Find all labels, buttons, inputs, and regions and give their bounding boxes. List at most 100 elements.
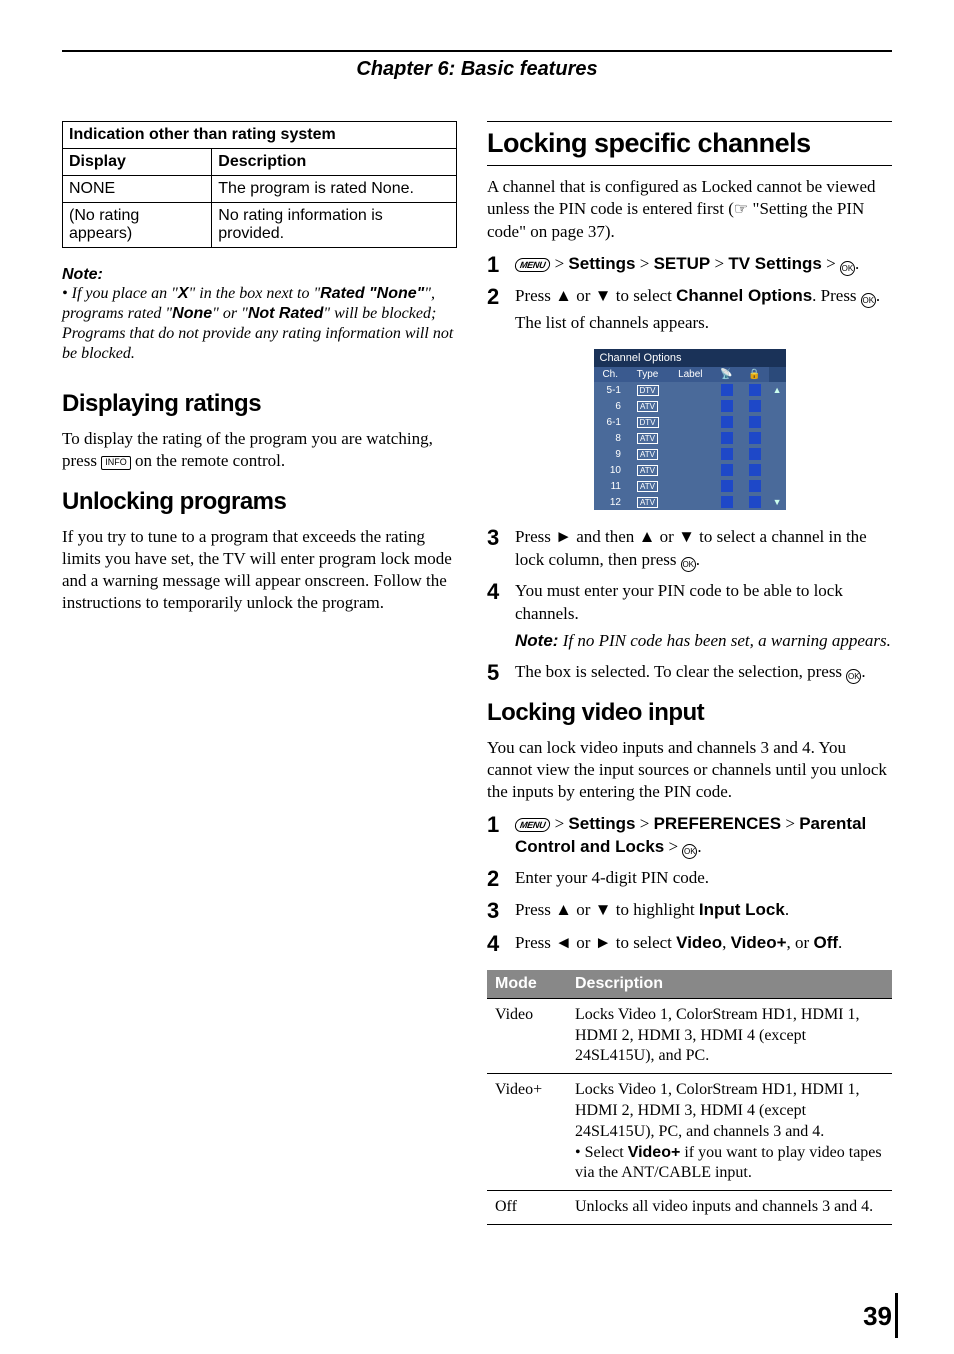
checkbox-icon	[721, 464, 733, 476]
unlocking-programs-body: If you try to tune to a program that exc…	[62, 526, 457, 614]
text: or	[572, 933, 595, 952]
step-5: 5 The box is selected. To clear the sele…	[487, 661, 892, 685]
checkbox-icon	[749, 416, 761, 428]
step-number: 2	[487, 867, 505, 891]
checkbox-icon	[721, 496, 733, 508]
ch: 12	[594, 494, 627, 510]
chapter-title: Chapter 6: Basic features	[62, 58, 892, 81]
rating-row-display: (No rating appears)	[63, 203, 212, 248]
path-item: SETUP	[654, 254, 711, 273]
col-lock-icon: 🔒	[741, 367, 769, 382]
info-button-icon: INFO	[101, 456, 131, 470]
type: ATV	[637, 449, 658, 460]
ok-button-icon: OK	[840, 261, 855, 276]
type: ATV	[637, 401, 658, 412]
step-number: 4	[487, 932, 505, 956]
sep: >	[826, 254, 836, 273]
text: .	[785, 900, 789, 919]
text: .	[838, 933, 842, 952]
step-number: 3	[487, 526, 505, 572]
up-arrow-icon: ▲	[555, 900, 572, 919]
not-rated: Not Rated	[248, 305, 324, 322]
down-arrow-icon: ▼	[678, 527, 695, 546]
video-plus: Video+	[628, 1144, 681, 1161]
locking-channels-steps-cont: 3 Press ► and then ▲ or ▼ to select a ch…	[487, 526, 892, 685]
rating-row-display: NONE	[63, 176, 212, 203]
text: or	[572, 900, 595, 919]
checkbox-icon	[721, 448, 733, 460]
checkbox-icon	[749, 384, 761, 396]
ok-button-icon: OK	[846, 669, 861, 684]
checkbox-icon	[749, 448, 761, 460]
left-arrow-icon: ◄	[555, 933, 572, 952]
text: on the remote control.	[131, 451, 285, 470]
sep: >	[785, 814, 795, 833]
right-arrow-icon: ►	[555, 527, 572, 546]
checkbox-icon	[749, 432, 761, 444]
channel-options-title: Channel Options	[594, 349, 786, 367]
ch: 8	[594, 430, 627, 446]
step-text: Press ◄ or ► to select Video, Video+, or…	[515, 932, 892, 956]
type: DTV	[637, 417, 659, 428]
text: .	[861, 662, 865, 681]
ch: 6	[594, 398, 627, 414]
rating-table-header-display: Display	[63, 149, 212, 176]
col-label: Label	[668, 367, 712, 382]
text: . Press	[812, 286, 861, 305]
left-column: Indication other than rating system Disp…	[62, 121, 457, 1225]
step-number: 2	[487, 285, 505, 335]
step-text: Press ► and then ▲ or ▼ to select a chan…	[515, 526, 892, 572]
text: to highlight	[611, 900, 698, 919]
checkbox-icon	[749, 480, 761, 492]
sep: >	[715, 254, 725, 273]
page-number: 39	[863, 1301, 892, 1332]
locking-video-intro: You can lock video inputs and channels 3…	[487, 737, 892, 803]
step-4: 4 Press ◄ or ► to select Video, Video+, …	[487, 932, 892, 956]
step-3: 3 Press ▲ or ▼ to highlight Input Lock.	[487, 899, 892, 923]
ok-button-icon: OK	[682, 844, 697, 859]
step-text: Press ▲ or ▼ to select Channel Options. …	[515, 285, 892, 335]
mode-cell: Off	[487, 1191, 567, 1225]
checkbox-icon	[721, 432, 733, 444]
checkbox-icon	[721, 384, 733, 396]
top-rule	[62, 50, 892, 52]
text: Press	[515, 527, 555, 546]
menu-button-icon: MENU	[514, 818, 551, 832]
sep: >	[640, 814, 650, 833]
step-text: MENU > Settings > PREFERENCES > Parental…	[515, 813, 892, 859]
text: The box is selected. To clear the select…	[515, 662, 846, 681]
right-column: Locking specific channels A channel that…	[487, 121, 892, 1225]
type: ATV	[637, 465, 658, 476]
up-arrow-icon: ▲	[555, 286, 572, 305]
checkbox-icon	[749, 496, 761, 508]
text: or	[572, 286, 595, 305]
locking-video-heading: Locking video input	[487, 699, 892, 727]
ch: 11	[594, 478, 627, 494]
step-text: MENU > Settings > SETUP > TV Settings > …	[515, 253, 892, 277]
sep: >	[555, 814, 565, 833]
content-columns: Indication other than rating system Disp…	[62, 121, 892, 1225]
type: ATV	[637, 433, 658, 444]
step-number: 1	[487, 253, 505, 277]
desc-header: Description	[567, 970, 892, 999]
bullet: • Select	[575, 1144, 628, 1161]
ch: 5-1	[594, 382, 627, 398]
path-item: TV Settings	[728, 254, 822, 273]
text: to select	[611, 286, 676, 305]
rating-indication-table: Indication other than rating system Disp…	[62, 121, 457, 248]
col-scroll	[769, 367, 786, 382]
rating-table-caption: Indication other than rating system	[63, 122, 457, 149]
rating-row-description: No rating information is provided.	[212, 203, 457, 248]
desc-cell: Locks Video 1, ColorStream HD1, HDMI 1, …	[567, 998, 892, 1073]
scroll-down-icon: ▼	[769, 494, 786, 510]
note-label: Note:	[62, 266, 457, 284]
checkbox-icon	[721, 416, 733, 428]
sep: >	[668, 837, 678, 856]
col-type: Type	[627, 367, 668, 382]
checkbox-icon	[721, 480, 733, 492]
opt: Off	[813, 933, 838, 952]
mode-table: Mode Description Video Locks Video 1, Co…	[487, 970, 892, 1225]
step-number: 4	[487, 580, 505, 653]
bullet: •	[62, 285, 68, 302]
locking-channels-steps: 1 MENU > Settings > SETUP > TV Settings …	[487, 253, 892, 335]
